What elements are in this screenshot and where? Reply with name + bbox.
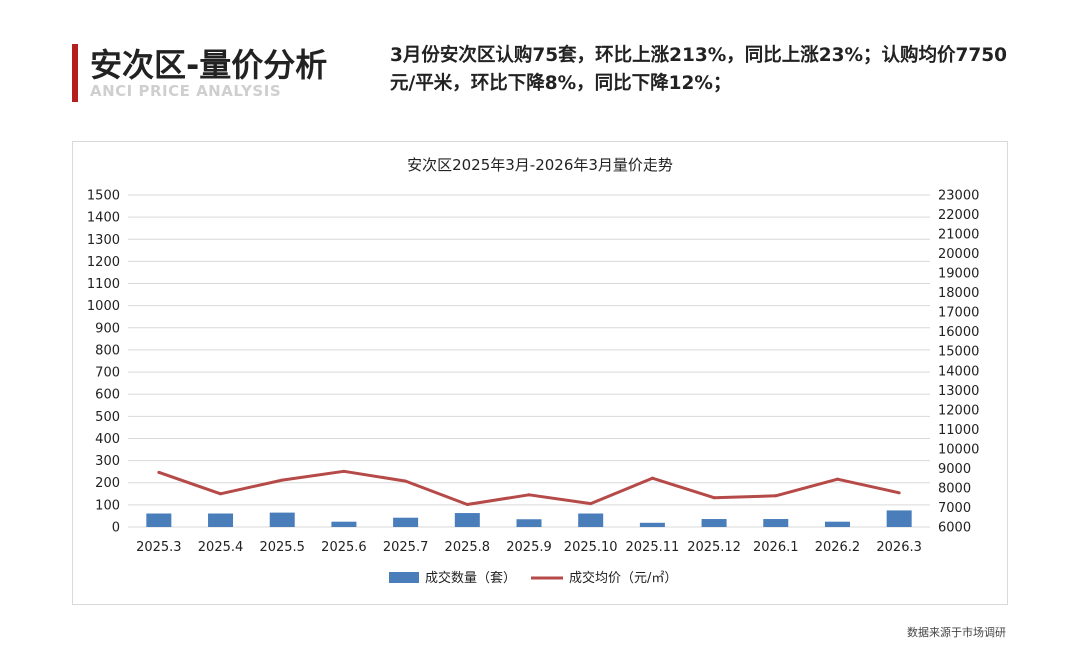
left-tick-label: 1000 (87, 299, 120, 314)
bar-series (146, 510, 912, 527)
right-tick-label: 14000 (938, 364, 979, 379)
legend-line-label: 成交均价（元/㎡） (569, 570, 677, 586)
left-tick-label: 900 (95, 321, 120, 336)
x-tick-label: 2025.11 (626, 540, 680, 555)
bar (886, 510, 912, 527)
chart-legend: 成交数量（套） 成交均价（元/㎡） (389, 570, 677, 586)
line-point (342, 469, 346, 473)
x-tick-label: 2025.3 (136, 540, 182, 555)
price-volume-chart: 安次区2025年3月-2026年3月量价走势 0 100 200 300 400 500 6… (87, 156, 979, 586)
line-point (897, 491, 901, 495)
right-tick-label: 11000 (938, 423, 979, 438)
line-point (527, 493, 531, 497)
right-tick-label: 20000 (938, 247, 979, 262)
left-tick-label: 1100 (87, 277, 120, 292)
right-tick-label: 13000 (938, 384, 979, 399)
x-tick-label: 2026.3 (876, 540, 922, 555)
bar (269, 512, 295, 527)
x-tick-label: 2025.7 (383, 540, 429, 555)
bar (701, 519, 727, 527)
right-tick-label: 17000 (938, 306, 979, 321)
bar (208, 513, 234, 527)
legend-bar-swatch (389, 572, 419, 583)
line-point (404, 479, 408, 483)
left-tick-label: 700 (95, 366, 120, 381)
bar (578, 513, 604, 527)
right-tick-label: 21000 (938, 228, 979, 243)
page-title: 安次区-量价分析 (90, 46, 328, 84)
right-tick-label: 9000 (938, 462, 971, 477)
line-point (712, 496, 716, 500)
right-tick-label: 12000 (938, 403, 979, 418)
x-tick-label: 2025.12 (687, 540, 741, 555)
left-tick-label: 1500 (87, 189, 120, 204)
bar (454, 513, 480, 527)
left-tick-label: 1400 (87, 211, 120, 226)
page-subtitle: ANCI PRICE ANALYSIS (90, 82, 282, 100)
left-tick-label: 800 (95, 343, 120, 358)
title-accent-bar (72, 44, 78, 102)
gridlines (128, 194, 930, 528)
right-tick-label: 10000 (938, 442, 979, 457)
left-tick-label: 1300 (87, 233, 120, 248)
right-axis: 6000 7000 8000 9000 10000 11000 12000 13000 1400… (938, 189, 979, 536)
left-tick-label: 600 (95, 388, 120, 403)
left-tick-label: 300 (95, 454, 120, 469)
x-tick-label: 2025.10 (564, 540, 618, 555)
left-axis: 0 100 200 300 400 500 600 700 800 900 1000 1100 1200… (87, 189, 120, 536)
right-tick-label: 6000 (938, 521, 971, 536)
bar (516, 519, 542, 527)
line-point (157, 470, 161, 474)
left-tick-label: 200 (95, 476, 120, 491)
left-tick-label: 100 (95, 498, 120, 513)
legend-bar-label: 成交数量（套） (425, 570, 516, 586)
chart-title: 安次区2025年3月-2026年3月量价走势 (407, 156, 673, 174)
x-tick-label: 2025.5 (259, 540, 305, 555)
left-tick-label: 0 (112, 521, 120, 536)
x-tick-label: 2025.6 (321, 540, 367, 555)
right-tick-label: 15000 (938, 345, 979, 360)
right-tick-label: 23000 (938, 189, 979, 204)
bar (763, 519, 789, 527)
x-tick-label: 2025.4 (198, 540, 244, 555)
line-point (650, 476, 654, 480)
bar (393, 517, 419, 527)
right-tick-label: 18000 (938, 286, 979, 301)
right-tick-label: 19000 (938, 267, 979, 282)
price-line (158, 469, 900, 506)
line-point (774, 494, 778, 498)
x-tick-label: 2025.8 (445, 540, 491, 555)
left-tick-label: 500 (95, 410, 120, 425)
line-point (219, 492, 223, 496)
line-series (157, 469, 901, 507)
summary-text: 3月份安次区认购75套，环比上涨213%，同比上涨23%；认购均价7750元/平… (390, 45, 1008, 94)
bar (824, 521, 850, 527)
line-point (280, 478, 284, 482)
bar (331, 521, 357, 527)
right-tick-label: 22000 (938, 208, 979, 223)
right-tick-label: 16000 (938, 325, 979, 340)
right-tick-label: 8000 (938, 481, 971, 496)
x-axis: 2025.3 2025.4 2025.5 2025.6 2025.7 2025.8 2025… (136, 540, 922, 555)
chart-frame: 安次区2025年3月-2026年3月量价走势 0 100 200 300 400 500 6… (72, 141, 1008, 605)
right-tick-label: 7000 (938, 501, 971, 516)
x-tick-label: 2026.1 (753, 540, 799, 555)
bar (639, 522, 665, 527)
x-tick-label: 2025.9 (506, 540, 552, 555)
data-source-note: 数据来源于市场调研 (907, 626, 1006, 639)
left-tick-label: 400 (95, 432, 120, 447)
line-point (465, 503, 469, 507)
line-point (835, 477, 839, 481)
left-tick-label: 1200 (87, 255, 120, 270)
bar (146, 513, 172, 527)
x-tick-label: 2026.2 (815, 540, 861, 555)
line-point (589, 502, 593, 506)
